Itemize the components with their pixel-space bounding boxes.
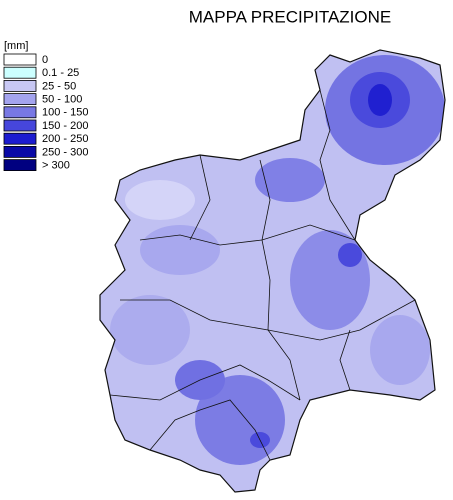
region-map xyxy=(99,49,446,493)
legend-label: 100 - 150 xyxy=(42,107,88,119)
legend-swatch xyxy=(3,106,37,119)
legend-unit: [mm] xyxy=(4,40,28,52)
legend-swatch xyxy=(3,159,37,172)
legend-label: 0.1 - 25 xyxy=(42,67,79,79)
legend-label: 25 - 50 xyxy=(42,80,76,92)
legend-swatch xyxy=(3,119,37,132)
legend-label: 0 xyxy=(42,54,48,66)
legend-swatch xyxy=(3,145,37,158)
legend-label: 50 - 100 xyxy=(42,94,82,106)
legend-swatch xyxy=(3,66,37,79)
legend-label: 250 - 300 xyxy=(42,146,88,158)
map-title: MAPPA PRECIPITAZIONE xyxy=(189,7,391,26)
legend-label: 150 - 200 xyxy=(42,120,88,132)
legend-swatch xyxy=(3,80,37,92)
legend-swatch xyxy=(3,53,37,66)
legend-swatch xyxy=(3,93,37,105)
legend-swatch xyxy=(3,132,37,145)
legend-label: 200 - 250 xyxy=(42,133,88,145)
legend-label: > 300 xyxy=(42,160,70,172)
